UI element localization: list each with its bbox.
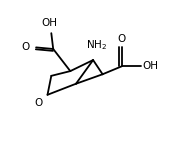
Text: O: O — [35, 98, 43, 108]
Text: OH: OH — [142, 61, 158, 71]
Text: OH: OH — [41, 18, 57, 28]
Text: NH$_2$: NH$_2$ — [86, 38, 107, 52]
Text: O: O — [117, 34, 126, 44]
Text: O: O — [21, 42, 29, 52]
